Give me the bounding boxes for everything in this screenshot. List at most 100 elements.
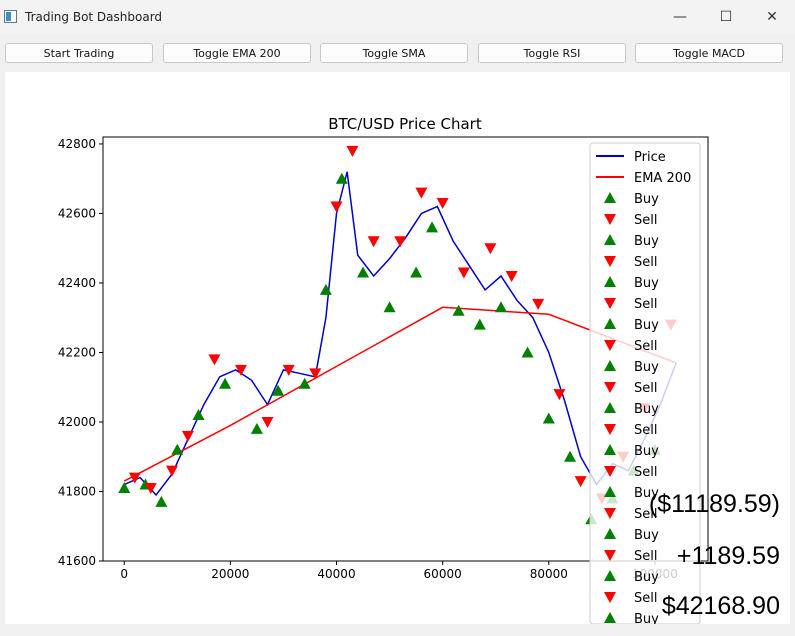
legend-label: Sell	[634, 549, 657, 564]
close-button[interactable]: ✕	[749, 0, 795, 34]
legend-label: Buy	[634, 318, 659, 333]
legend-buy-swatch	[604, 234, 616, 245]
buy-marker	[118, 482, 131, 494]
sell-marker	[144, 483, 157, 495]
maximize-icon: ☐	[719, 9, 733, 25]
legend-sell-swatch	[604, 466, 616, 477]
sell-marker	[367, 236, 380, 248]
chart-legend: Price EMA 200 Buy Sell Buy Sell Buy Sell Buy Sell…	[589, 142, 701, 627]
chart-canvas: BTC/USD Price Chart 0 20000 40000 60000 8000…	[5, 72, 790, 627]
start-trading-button[interactable]: Start Trading	[5, 43, 153, 63]
balance-change-text: ($11189.59)	[648, 490, 780, 518]
price-series-line	[123, 171, 677, 497]
legend-label: Buy	[634, 234, 659, 249]
sell-marker	[532, 298, 545, 310]
buy-marker	[171, 443, 184, 455]
y-tick-label: 41800	[58, 484, 96, 498]
toggle-ema-200-button[interactable]: Toggle EMA 200	[163, 43, 311, 63]
app-window-icon	[4, 10, 17, 23]
legend-sell-swatch	[604, 592, 616, 603]
legend-buy-swatch	[604, 192, 616, 203]
buy-marker	[564, 450, 577, 462]
sell-marker	[436, 198, 449, 210]
legend-buy-swatch	[604, 612, 616, 623]
y-axis: 41600 41800 42000 42200 42400 42600 42800	[58, 137, 103, 568]
buy-marker	[473, 318, 486, 330]
y-tick-label: 41600	[58, 554, 96, 568]
y-tick-label: 42000	[58, 415, 96, 429]
legend-buy-swatch	[604, 276, 616, 287]
legend-sell-swatch	[604, 424, 616, 435]
legend-label: Sell	[634, 339, 657, 354]
sell-marker	[394, 236, 407, 248]
sell-marker	[553, 389, 566, 401]
buy-marker	[542, 412, 555, 424]
price-chart: BTC/USD Price Chart 0 20000 40000 60000 8000…	[58, 115, 709, 627]
legend-label: Sell	[634, 213, 657, 228]
buy-marker	[272, 384, 285, 396]
legend-buy-swatch	[604, 570, 616, 581]
buy-marker	[521, 346, 534, 358]
legend-label: Sell	[634, 591, 657, 606]
x-tick-label: 80000	[530, 567, 568, 581]
x-tick-label: 40000	[317, 567, 355, 581]
legend-label: Sell	[634, 423, 657, 438]
toggle-sma-button[interactable]: Toggle SMA	[320, 43, 468, 63]
y-tick-label: 42600	[58, 206, 96, 220]
sell-marker	[165, 465, 178, 477]
legend-label: Buy	[634, 360, 659, 375]
maximize-button[interactable]: ☐	[703, 0, 749, 34]
sell-marker	[457, 267, 470, 279]
legend-label: Sell	[634, 381, 657, 396]
sell-marker	[208, 354, 221, 366]
legend-buy-swatch	[604, 444, 616, 455]
buy-marker	[250, 422, 263, 434]
legend-sell-swatch	[604, 340, 616, 351]
sell-marker	[234, 364, 247, 376]
toolbar: Start Trading Toggle EMA 200 Toggle SMA …	[0, 38, 795, 68]
title-bar: Trading Bot Dashboard — ☐ ✕	[0, 0, 795, 34]
legend-label: Buy	[634, 402, 659, 417]
sell-marker	[330, 201, 343, 213]
buy-marker	[319, 283, 332, 295]
x-tick-label: 60000	[424, 567, 462, 581]
legend-label: Price	[634, 150, 666, 165]
sell-marker	[128, 472, 141, 484]
legend-sell-swatch	[604, 214, 616, 225]
legend-label: Sell	[634, 507, 657, 522]
sell-marker	[574, 476, 587, 488]
sell-marker	[309, 368, 322, 380]
y-tick-label: 42400	[58, 276, 96, 290]
legend-buy-swatch	[604, 528, 616, 539]
buy-marker	[298, 377, 311, 389]
sell-marker	[505, 271, 518, 283]
legend-label: Buy	[634, 528, 659, 543]
legend-buy-swatch	[604, 318, 616, 329]
axes-frame	[102, 136, 709, 562]
minimize-button[interactable]: —	[657, 0, 703, 34]
legend-label: Buy	[634, 570, 659, 585]
buy-marker	[192, 409, 205, 421]
toggle-macd-button[interactable]: Toggle MACD	[635, 43, 783, 63]
legend-label: EMA 200	[634, 171, 691, 186]
buy-marker	[452, 304, 465, 316]
sell-marker	[282, 364, 295, 376]
toggle-rsi-button[interactable]: Toggle RSI	[478, 43, 626, 63]
x-tick-label: 20000	[211, 567, 249, 581]
legend-sell-swatch	[604, 256, 616, 267]
chart-title: BTC/USD Price Chart	[328, 115, 482, 133]
buy-marker	[155, 495, 168, 507]
legend-buy-swatch	[604, 360, 616, 371]
legend-label: Buy	[634, 486, 659, 501]
profit-text: +1189.59	[676, 542, 780, 570]
minimize-icon: —	[673, 9, 687, 25]
close-icon: ✕	[766, 9, 778, 25]
legend-buy-swatch	[604, 486, 616, 497]
buy-marker	[426, 221, 439, 233]
legend-label: Sell	[634, 297, 657, 312]
sell-marker	[346, 145, 359, 157]
price-text: $42168.90	[661, 592, 780, 620]
legend-label: Buy	[634, 192, 659, 207]
legend-sell-swatch	[604, 550, 616, 561]
sell-marker	[181, 430, 194, 442]
